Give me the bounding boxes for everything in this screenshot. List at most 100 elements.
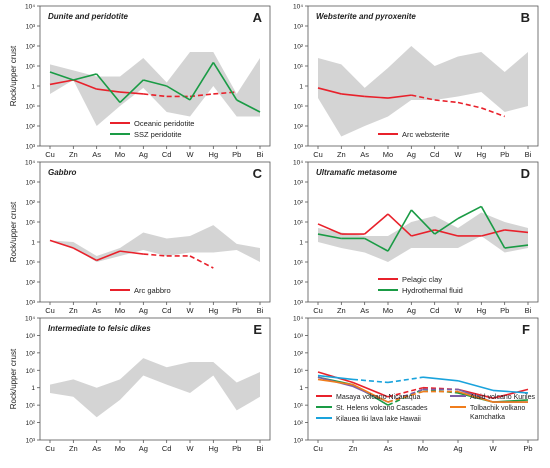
series-segment xyxy=(49,79,74,86)
y-tick-label: 10² xyxy=(294,44,304,51)
y-tick-label: 10³ xyxy=(26,24,36,31)
series-segment xyxy=(364,95,389,99)
y-tick-label: 10² xyxy=(26,280,36,287)
y-tick-label: 10⁴ xyxy=(25,316,35,323)
y-tick-label: 10² xyxy=(26,350,36,357)
y-tick-label: 1 xyxy=(31,240,35,247)
x-tick-label: As xyxy=(360,150,369,159)
series-segment xyxy=(96,250,121,262)
series-segment xyxy=(143,93,167,98)
x-tick-label: Hg xyxy=(209,444,219,453)
series-segment xyxy=(236,99,261,113)
plot-frame xyxy=(307,5,539,147)
series-segment xyxy=(317,87,342,95)
y-axis-label: Rock/upper crust xyxy=(9,348,18,409)
panel-title: Gabbro xyxy=(48,168,77,177)
y-axis-label: Rock/upper crust xyxy=(9,201,18,262)
x-tick-label: Mo xyxy=(418,444,428,453)
y-tick-label: 10¹ xyxy=(294,368,304,375)
y-tick-label: 10² xyxy=(26,420,36,427)
y-tick-label: 10³ xyxy=(294,438,304,445)
series-segment xyxy=(481,229,505,237)
y-tick-label: 10³ xyxy=(294,180,304,187)
series-segment xyxy=(422,376,459,382)
x-tick-label: Mo xyxy=(115,444,125,453)
series-segment xyxy=(387,386,424,398)
plot-frame xyxy=(307,161,539,303)
series-segment xyxy=(457,101,482,109)
x-tick-label: Mo xyxy=(383,306,393,315)
panel-a: 10³ 10² 10¹ 1 10¹ 10² 10³ 10⁴ Cu Zn As Mo Ag Cd W Hg Pb B… xyxy=(9,4,271,159)
x-tick-label: W xyxy=(454,306,462,315)
x-tick-label: Zn xyxy=(337,306,346,315)
legend-label: Tolbachik volkano xyxy=(470,405,525,412)
series-segment xyxy=(457,205,482,220)
x-tick-label: Mo xyxy=(115,150,125,159)
panel-d: 10³ 10² 10¹ 1 10¹ 10² 10³ 10⁴ Cu Zn As Mo Ag Cd W Hg Pb B… xyxy=(293,160,539,315)
panel-letter: F xyxy=(522,322,530,337)
series-segment xyxy=(352,381,389,398)
series-segment xyxy=(317,233,342,240)
series-segment xyxy=(387,94,412,99)
panel-title: Dunite and peridotite xyxy=(48,12,129,21)
x-tick-label: Pb xyxy=(523,444,532,453)
x-tick-label: Cd xyxy=(430,306,440,315)
x-tick-label: Zn xyxy=(337,150,346,159)
y-tick-label: 10³ xyxy=(26,180,36,187)
series-segment xyxy=(317,223,342,235)
x-tick-label: Ag xyxy=(139,306,148,315)
y-tick-label: 10¹ xyxy=(26,64,36,71)
panel-title: Ultramafic metasome xyxy=(316,168,397,177)
x-tick-label: Pb xyxy=(500,306,509,315)
legend-label: Oceanic peridotite xyxy=(134,119,194,128)
series-segment xyxy=(504,229,529,234)
x-tick-label: W xyxy=(489,444,497,453)
range-band xyxy=(50,358,260,418)
legend-label: Hydrothermal fluid xyxy=(402,286,463,295)
x-tick-label: Zn xyxy=(69,150,78,159)
series-segment xyxy=(352,378,389,384)
x-tick-label: Zn xyxy=(69,306,78,315)
series-segment xyxy=(73,79,97,90)
y-axis-label: Rock/upper crust xyxy=(9,45,18,106)
series-segment xyxy=(480,206,506,249)
x-tick-label: Bi xyxy=(257,306,264,315)
series-segment xyxy=(212,62,238,101)
series-segment xyxy=(364,237,389,252)
legend-label: Kilauea Iki lava lake Hawaii xyxy=(336,416,421,423)
panel-title: Intermediate to felsic dikes xyxy=(48,324,151,333)
series-segment xyxy=(492,388,529,399)
range-band xyxy=(318,212,528,262)
legend-label: Alaid volcano Kuriles xyxy=(470,394,535,401)
x-tick-label: Cd xyxy=(162,444,172,453)
legend-label: SSZ peridotite xyxy=(134,130,182,139)
x-tick-label: As xyxy=(360,306,369,315)
y-tick-label: 10³ xyxy=(294,144,304,151)
x-tick-label: Cu xyxy=(313,306,323,315)
range-band xyxy=(50,52,260,126)
series-segment xyxy=(492,389,529,394)
x-tick-label: Pb xyxy=(232,306,241,315)
series-segment xyxy=(96,73,121,103)
series-segment xyxy=(387,213,412,237)
series-segment xyxy=(96,88,121,93)
panel-b: 10³ 10² 10¹ 1 10¹ 10² 10³ 10⁴ Cu Zn As Mo Ag Cd W Hg Pb B… xyxy=(293,4,539,159)
panel-letter: C xyxy=(253,166,263,181)
series-segment xyxy=(387,390,424,403)
series-segment xyxy=(119,250,144,255)
legend-label: Masaya volcano Nicaraqua xyxy=(336,394,421,401)
panel-f: 10³ 10² 10¹ 1 10¹ 10² 10³ 10⁴ Cu Zn As Mo Ag W Pb F Masa… xyxy=(293,316,539,453)
series-segment xyxy=(189,255,214,269)
x-tick-label: Cu xyxy=(313,444,323,453)
legend-label-cont: Kamchatka xyxy=(470,414,505,421)
series-segment xyxy=(457,380,494,392)
legend-label: Arc gabbro xyxy=(134,286,171,295)
x-tick-label: Cd xyxy=(430,150,440,159)
x-tick-label: Pb xyxy=(500,150,509,159)
x-tick-label: Zn xyxy=(69,444,78,453)
y-tick-label: 10³ xyxy=(26,300,36,307)
series-segment xyxy=(341,93,365,98)
series-segment xyxy=(189,62,215,101)
y-tick-label: 10² xyxy=(26,124,36,131)
